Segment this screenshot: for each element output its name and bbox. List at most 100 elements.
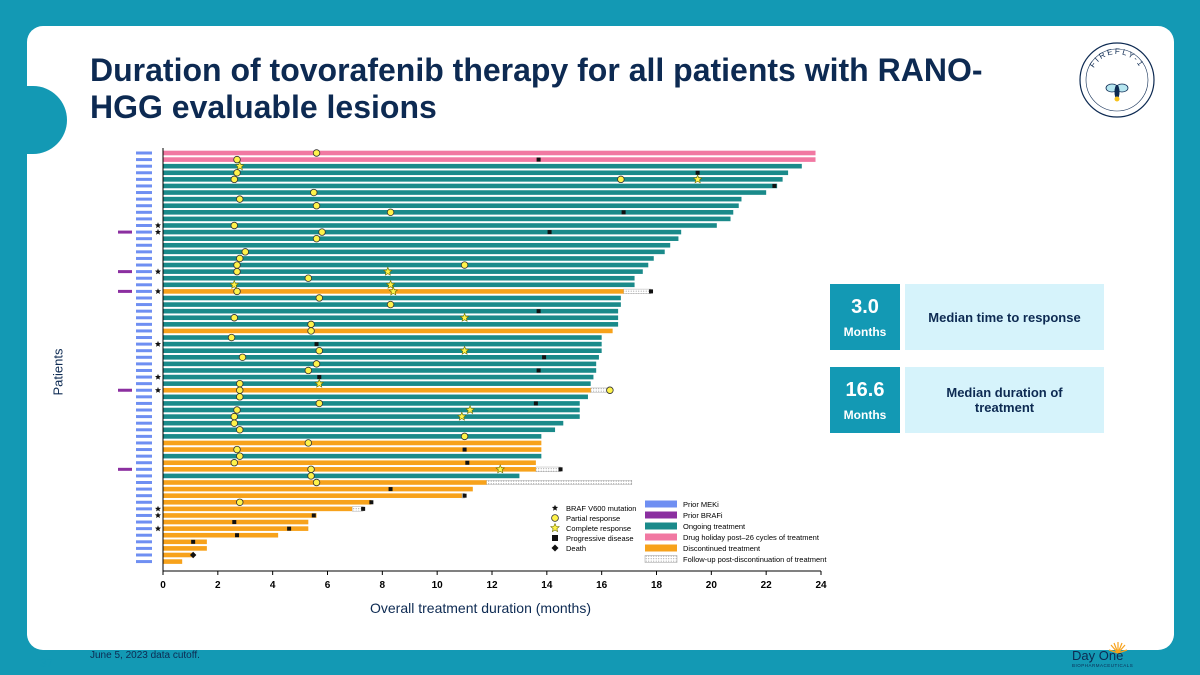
slide-title: Duration of tovorafenib therapy for all …	[90, 52, 983, 125]
complete-response-marker	[459, 345, 470, 355]
partial-response-marker	[230, 412, 238, 421]
partial-response-marker	[236, 498, 244, 506]
partial-response-marker	[233, 261, 241, 269]
legend-label-fu: Follow-up post-discontinuation of treatm…	[683, 555, 827, 564]
prior-meki-marker	[136, 362, 152, 366]
progressive-disease-marker	[314, 342, 319, 347]
patient-bar	[163, 170, 789, 176]
partial-response-marker	[617, 175, 625, 184]
partial-response-marker	[304, 366, 313, 375]
page-number: 37	[40, 656, 54, 670]
prior-meki-marker	[136, 500, 152, 504]
legend-label-pd: Progressive disease	[566, 534, 634, 543]
patient-bar	[163, 407, 580, 413]
progressive-disease-marker	[462, 493, 467, 498]
prior-meki-marker	[136, 336, 152, 340]
patient-bar	[163, 177, 783, 182]
partial-response-marker	[233, 445, 241, 454]
prior-meki-marker	[136, 401, 152, 405]
patient-bar	[163, 275, 635, 281]
legend-label-ongoing: Ongoing treatment	[683, 522, 746, 531]
prior-meki-marker	[136, 171, 152, 175]
prior-meki-marker	[136, 540, 152, 544]
patient-bar	[163, 229, 682, 235]
patient-bar	[163, 467, 536, 472]
patient-bar	[163, 499, 372, 505]
partial-response-marker	[304, 274, 313, 282]
prior-meki-marker	[136, 513, 152, 517]
legend-label-cr: Complete response	[566, 524, 631, 533]
prior-meki-marker	[136, 316, 152, 320]
patient-bar	[163, 387, 591, 393]
prior-meki-marker	[136, 408, 152, 412]
patient-bar	[163, 532, 279, 538]
braf-star	[155, 505, 161, 512]
brand-name: Day One	[1072, 648, 1124, 663]
prior-meki-marker	[136, 184, 152, 188]
braf-star	[155, 525, 161, 532]
braf-star	[155, 288, 161, 294]
partial-response-marker	[227, 333, 236, 342]
braf-star	[155, 387, 161, 393]
braf-star	[155, 222, 161, 229]
prior-meki-marker	[136, 256, 152, 260]
partial-response-marker	[307, 327, 315, 335]
partial-response-marker	[386, 300, 395, 309]
complete-response-marker	[495, 464, 506, 474]
prior-meki-marker	[136, 355, 152, 359]
progressive-disease-marker	[536, 368, 541, 373]
partial-response-marker	[460, 261, 469, 269]
patient-bar	[163, 210, 734, 215]
prior-meki-marker	[136, 230, 152, 234]
prior-meki-marker	[136, 237, 152, 241]
prior-meki-marker	[136, 210, 152, 214]
prior-meki-marker	[136, 382, 152, 386]
x-tick-label: 12	[486, 580, 498, 591]
patient-bar	[163, 341, 602, 347]
partial-response-marker	[307, 472, 315, 480]
progressive-disease-marker	[533, 401, 538, 406]
progressive-disease-marker	[191, 539, 196, 544]
x-tick-label: 10	[432, 580, 444, 591]
patient-bar	[163, 374, 594, 380]
prior-meki-marker	[136, 448, 152, 452]
progressive-disease-marker	[536, 309, 541, 314]
patient-bar	[163, 282, 635, 288]
progressive-disease-marker	[462, 447, 467, 452]
median-duration-box: 16.6 Months Median duration of treatment	[830, 367, 1104, 433]
partial-response-marker	[310, 188, 318, 197]
prior-meki-marker	[136, 395, 152, 399]
legend-disc-swatch	[645, 544, 677, 552]
partial-response-marker	[230, 419, 238, 427]
progressive-disease-marker	[558, 467, 563, 472]
partial-response-marker	[312, 360, 321, 368]
patient-bar	[163, 526, 309, 531]
prior-meki-marker	[136, 250, 152, 254]
prior-meki-marker	[136, 368, 152, 372]
day-one-logo: Day One BIOPHARMACEUTICALS	[1070, 640, 1140, 670]
prior-meki-marker	[136, 520, 152, 524]
patient-bar	[163, 493, 462, 498]
patient-bar	[163, 308, 619, 314]
patient-bar	[163, 269, 643, 274]
progressive-disease-marker	[621, 210, 626, 215]
partial-response-marker	[236, 393, 244, 401]
prior-meki-marker	[136, 342, 152, 346]
patient-bar	[163, 249, 665, 255]
patient-bar	[163, 183, 778, 189]
partial-response-marker	[606, 386, 614, 394]
legend-pd-symbol	[552, 535, 558, 541]
patient-bar	[163, 506, 353, 512]
partial-response-marker	[230, 314, 238, 322]
prior-brafi-marker	[118, 388, 132, 392]
partial-response-marker	[236, 254, 244, 263]
complete-response-marker	[692, 174, 703, 184]
prior-meki-marker	[136, 467, 152, 471]
prior-meki-marker	[136, 454, 152, 458]
patient-bar	[163, 157, 816, 162]
partial-response-marker	[312, 202, 321, 210]
patient-bar	[163, 190, 767, 195]
partial-response-marker	[236, 426, 244, 434]
patient-bar	[163, 262, 649, 268]
patient-bar	[163, 163, 802, 169]
